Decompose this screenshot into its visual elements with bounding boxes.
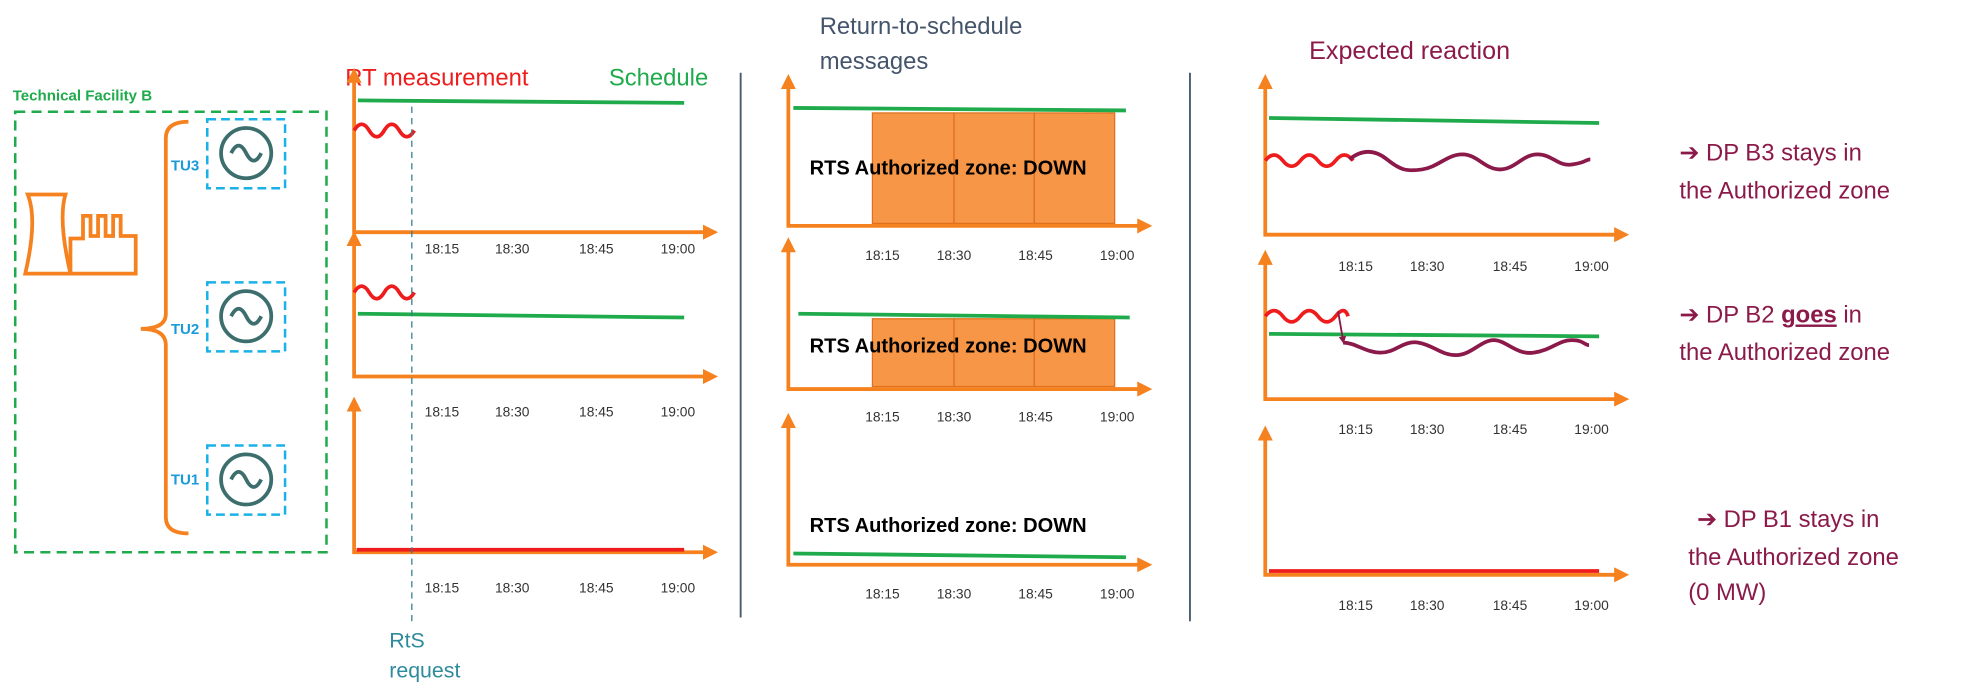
measurement-line [1265,155,1353,166]
diagram: Technical Facility B TU3 TU2 TU1 RT meas… [0,0,1967,684]
zone-label: RTS Authorized zone: DOWN [810,157,1087,179]
time-tick-label: 18:30 [1410,598,1445,613]
time-tick-label: 18:45 [1018,587,1053,602]
request-label: RtS [389,629,425,653]
time-tick-label: 18:30 [495,580,530,595]
outcome-line: ➔ DP B2 goes in [1679,302,1861,329]
time-tick-label: 18:45 [579,242,614,257]
time-tick-label: 18:30 [937,248,972,263]
outcome-line: ➔ DP B1 stays in [1697,506,1879,533]
time-tick-label: 19:00 [1100,587,1135,602]
time-tick-label: 19:00 [661,242,696,257]
time-tick-label: 18:45 [1018,248,1053,263]
zone-label: RTS Authorized zone: DOWN [810,515,1087,537]
outcome-text: in [1837,302,1862,329]
turbine-units: TU3 TU2 TU1 [171,119,285,514]
time-tick-label: 18:30 [937,587,972,602]
outcome-line: (0 MW) [1688,579,1766,606]
time-tick-label: 18:15 [865,248,900,263]
outcome-line: the Authorized zone [1688,544,1899,571]
schedule-line [793,108,1126,111]
plant-icon [25,195,135,274]
time-tick-label: 18:30 [495,242,530,257]
time-tick-label: 18:15 [1338,598,1373,613]
outcome-line: the Authorized zone [1679,177,1890,204]
panel-title: Return-to-schedule [820,13,1023,40]
time-tick-label: 19:00 [1574,598,1609,613]
outcome-line: ➔ DP B3 stays in [1679,140,1861,167]
zone-label: RTS Authorized zone: DOWN [810,336,1087,358]
axes [354,75,710,232]
outcome-line: the Authorized zone [1679,339,1890,366]
schedule-line [358,100,684,103]
time-tick-label: 18:45 [1018,410,1053,425]
time-tick-label: 18:30 [1410,259,1445,274]
time-tick-label: 18:15 [425,242,460,257]
time-tick-label: 18:30 [1410,422,1445,437]
outcome-text: ➔ DP B2 [1679,302,1781,329]
time-tick-label: 19:00 [1100,248,1135,263]
facility-label: Technical Facility B [13,87,153,104]
schedule-line [798,314,1129,318]
axes [354,404,710,552]
time-tick-label: 18:30 [937,410,972,425]
measurement-line [1265,311,1348,322]
outcome-emphasis: goes [1781,302,1837,329]
time-tick-label: 18:30 [495,405,530,420]
time-tick-label: 18:15 [1338,422,1373,437]
panel-title: messages [820,48,929,75]
panel-title: Expected reaction [1309,37,1510,65]
axes [1265,257,1621,399]
schedule-label: Schedule [609,64,708,91]
time-tick-label: 18:45 [579,580,614,595]
time-tick-label: 19:00 [661,405,696,420]
time-tick-label: 18:45 [1493,259,1528,274]
time-tick-label: 18:15 [1338,259,1373,274]
time-tick-label: 18:15 [865,410,900,425]
time-tick-label: 19:00 [661,580,696,595]
measurement-line [354,124,414,137]
schedule-line [358,314,684,318]
schedule-line [1269,334,1599,337]
time-tick-label: 18:15 [425,405,460,420]
time-tick-label: 18:45 [1493,598,1528,613]
schedule-line [1269,118,1599,123]
measurement-line [354,286,414,299]
reaction-line [1349,152,1590,170]
unit-label: TU3 [171,158,199,175]
time-tick-label: 18:15 [865,587,900,602]
reaction-line [1343,340,1589,355]
time-tick-label: 18:45 [579,405,614,420]
axes [1265,433,1621,575]
axes [354,238,710,376]
time-tick-label: 18:45 [1493,422,1528,437]
time-tick-label: 19:00 [1100,410,1135,425]
time-tick-label: 19:00 [1574,259,1609,274]
request-label: request [389,659,460,683]
unit-label: TU1 [171,471,199,488]
schedule-line [793,553,1126,557]
rt-label: RT measurement [345,64,529,91]
axes [1265,82,1621,235]
axes [788,420,1144,564]
unit-label: TU2 [171,321,199,338]
time-tick-label: 19:00 [1574,422,1609,437]
time-tick-label: 18:15 [425,580,460,595]
